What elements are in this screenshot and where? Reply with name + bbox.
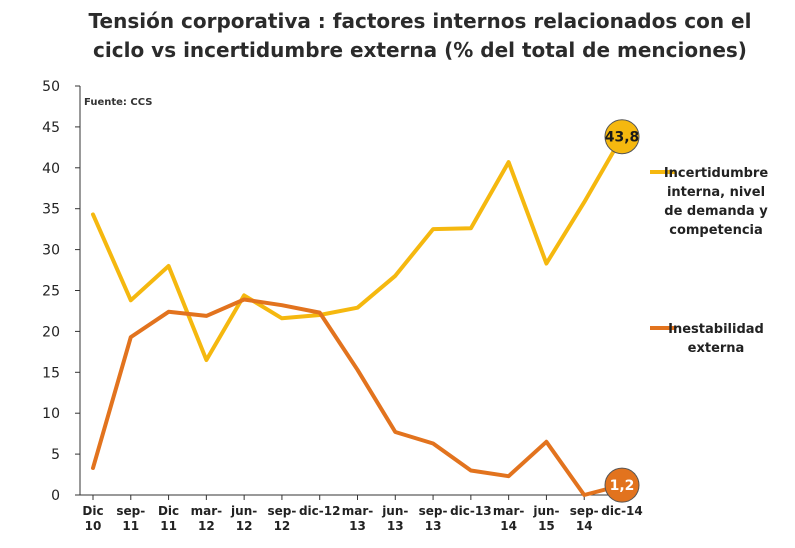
end-value-badge — [604, 467, 640, 503]
y-tick-label: 50 — [42, 79, 60, 95]
x-tick-label: sep- — [570, 504, 599, 518]
x-tick-label: 13 — [425, 519, 442, 533]
legend-label: Inestabilidad — [668, 322, 764, 337]
end-value-label: 43,8 — [605, 130, 640, 146]
x-tick-label: 12 — [198, 519, 215, 533]
series-layer — [91, 134, 624, 497]
x-tick-label: 12 — [236, 519, 253, 533]
x-tick-label: jun- — [230, 504, 257, 518]
chart-title-line-2: ciclo vs incertidumbre externa (% del to… — [93, 38, 747, 62]
x-tick-label: dic-12 — [299, 504, 341, 518]
series-line-0 — [91, 134, 624, 362]
legend-label: externa — [688, 341, 745, 356]
legend-label: Incertidumbre — [664, 166, 769, 181]
axes: 05101520253035404550Dic10sep-11Dic11mar-… — [42, 79, 643, 533]
x-tick-label: dic-14 — [601, 504, 643, 518]
x-tick-label: 12 — [274, 519, 291, 533]
x-tick-label: dic-13 — [450, 504, 492, 518]
x-tick-label: 14 — [500, 519, 517, 533]
y-tick-label: 25 — [42, 284, 60, 300]
chart-title-line-1: Tensión corporativa : factores internos … — [89, 9, 752, 33]
y-tick-label: 45 — [42, 120, 60, 136]
x-tick-label: 11 — [160, 519, 177, 533]
y-tick-label: 20 — [42, 324, 60, 340]
end-value-badge — [604, 119, 640, 155]
x-tick-label: jun- — [532, 504, 559, 518]
y-tick-label: 10 — [42, 406, 60, 422]
x-tick-label: mar- — [342, 504, 374, 518]
y-tick-label: 5 — [51, 447, 60, 463]
end-badges: 43,8 1,2 — [604, 119, 640, 503]
y-tick-label: 40 — [42, 161, 60, 177]
x-tick-label: Dic — [82, 504, 103, 518]
y-tick-label: 15 — [42, 365, 60, 381]
y-tick-label: 30 — [42, 243, 60, 259]
x-tick-label: 10 — [85, 519, 102, 533]
x-tick-label: 15 — [538, 519, 555, 533]
source-note: Fuente: CCS — [84, 97, 152, 108]
y-tick-label: 35 — [42, 202, 60, 218]
x-tick-label: mar- — [493, 504, 525, 518]
x-tick-label: sep- — [419, 504, 448, 518]
x-tick-label: 11 — [122, 519, 139, 533]
legend-label: interna, nivel — [667, 185, 765, 200]
x-tick-label: 13 — [349, 519, 366, 533]
legend-label: competencia — [669, 223, 763, 238]
end-value-label: 1,2 — [610, 478, 635, 494]
y-tick-label: 0 — [51, 488, 60, 504]
x-tick-label: 14 — [576, 519, 593, 533]
x-tick-label: mar- — [191, 504, 223, 518]
x-tick-label: sep- — [267, 504, 296, 518]
x-tick-label: sep- — [116, 504, 145, 518]
x-tick-label: 13 — [387, 519, 404, 533]
x-tick-label: Dic — [158, 504, 179, 518]
legend-label: de demanda y — [664, 204, 768, 219]
x-tick-label: jun- — [381, 504, 408, 518]
series-line-1 — [91, 297, 624, 497]
legend: Incertidumbre interna, nivel de demanda y c… — [650, 166, 768, 356]
